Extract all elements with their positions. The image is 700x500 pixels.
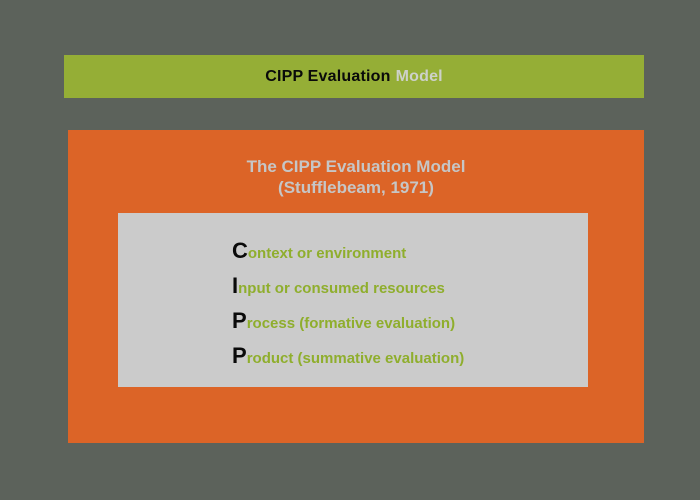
list-item-context: Context or environment [232, 233, 588, 268]
item-rest: nput or consumed resources [238, 280, 445, 297]
panel-title-line1: The CIPP Evaluation Model [246, 157, 466, 176]
panel-title: The CIPP Evaluation Model (Stufflebeam, … [68, 156, 644, 198]
cipp-list-box: Context or environment Input or consumed… [118, 213, 588, 387]
item-initial: P [232, 308, 247, 333]
panel-title-line2: (Stufflebeam, 1971) [278, 178, 434, 197]
item-rest: roduct (summative evaluation) [246, 350, 465, 367]
banner-title-light: Model [395, 67, 443, 85]
list-item-product: Product (summative evaluation) [232, 338, 588, 373]
item-initial: I [232, 273, 239, 298]
list-item-input: Input or consumed resources [232, 268, 588, 303]
cipp-panel: The CIPP Evaluation Model (Stufflebeam, … [68, 130, 644, 443]
banner: CIPP Evaluation Model [64, 55, 644, 98]
item-initial: P [232, 343, 247, 368]
item-rest: ontext or environment [247, 245, 407, 262]
list-item-process: Process (formative evaluation) [232, 303, 588, 338]
item-rest: rocess (formative evaluation) [246, 315, 456, 332]
item-initial: C [232, 238, 248, 263]
banner-title-black: CIPP Evaluation [265, 67, 391, 85]
